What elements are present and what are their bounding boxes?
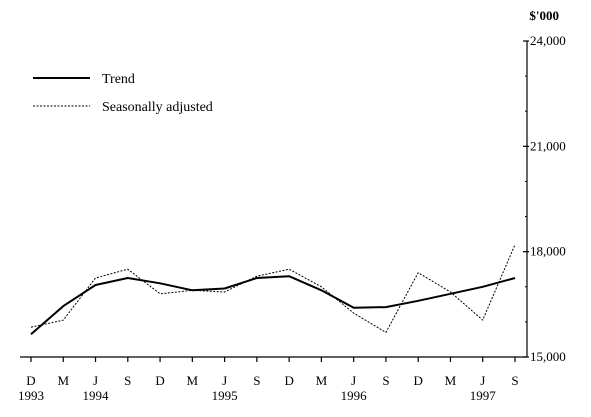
y-tick-label: 18,000: [530, 244, 566, 259]
legend: Trend Seasonally adjusted: [33, 72, 213, 115]
x-tick-label: S: [382, 373, 389, 388]
x-tick-label: D: [414, 373, 423, 388]
x-tick-label: J: [480, 373, 485, 388]
x-year-label: 1996: [341, 388, 368, 403]
x-tick-label: D: [155, 373, 164, 388]
x-tick-label: M: [57, 373, 69, 388]
x-year-label: 1997: [470, 388, 497, 403]
x-year-label: 1994: [83, 388, 110, 403]
series-lines: [30, 244, 516, 335]
x-year-label: 1995: [212, 388, 238, 403]
x-tick-label: D: [284, 373, 293, 388]
x-tick-label: S: [253, 373, 260, 388]
y-tick-label: 21,000: [530, 138, 566, 153]
x-tick-label: S: [511, 373, 518, 388]
x-year-label: 1993: [18, 388, 44, 403]
axes: 15,000 18,000 21,000 24,000 D M J S D M J S D M J S D M J S…: [18, 33, 566, 403]
y-tick-label: 24,000: [530, 33, 566, 48]
x-tick-label: M: [445, 373, 457, 388]
legend-label: Seasonally adjusted: [102, 100, 213, 115]
x-tick-label: J: [222, 373, 227, 388]
x-tick-label: J: [351, 373, 356, 388]
series-line-seasonally-adjusted: [30, 244, 516, 333]
legend-label: Trend: [102, 72, 135, 87]
x-tick-label: J: [93, 373, 98, 388]
y-tick-label: 15,000: [530, 349, 566, 364]
series-line-trend: [30, 275, 516, 335]
x-tick-label: D: [26, 373, 35, 388]
x-tick-label: M: [187, 373, 199, 388]
x-tick-label: M: [316, 373, 328, 388]
y-axis-unit-label: $'000: [529, 8, 559, 23]
x-tick-label: S: [124, 373, 131, 388]
